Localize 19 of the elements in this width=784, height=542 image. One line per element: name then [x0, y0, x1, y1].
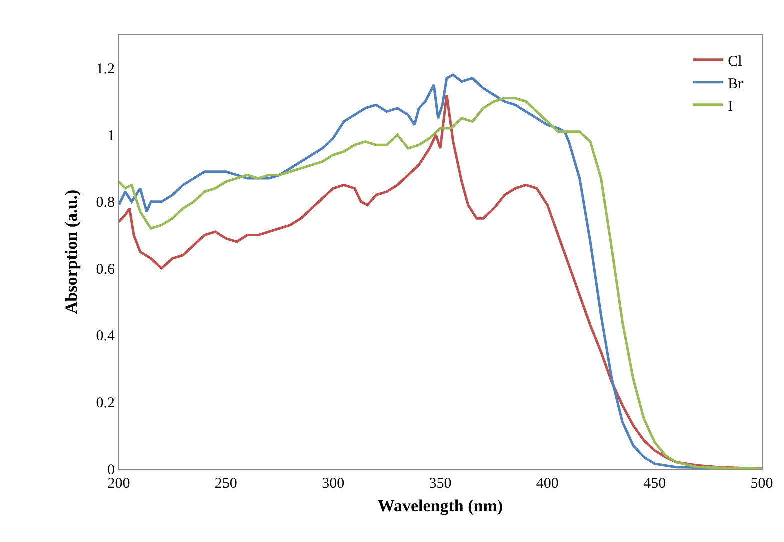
x-axis-title: Wavelength (nm)	[378, 496, 504, 516]
y-tick-label: 0	[108, 462, 115, 478]
y-tick-label: 0.2	[96, 395, 115, 412]
x-tick-label: 250	[214, 476, 238, 492]
legend-label: Br	[728, 76, 744, 92]
x-tick-label: 450	[644, 476, 666, 492]
y-axis-title: Absorption (a.u.)	[62, 190, 81, 314]
legend-label: I	[728, 98, 734, 115]
y-tick-label: 0.6	[96, 262, 116, 278]
y-tick-label: 0.4	[96, 328, 116, 345]
x-tick-label: 350	[429, 476, 452, 492]
x-tick-label: 500	[750, 476, 774, 492]
legend-label: Cl	[728, 54, 742, 70]
x-tick-label: 300	[322, 476, 345, 492]
y-tick-label: 1	[108, 128, 115, 144]
x-tick-label: 200	[108, 476, 130, 492]
y-tick-label: 1.2	[96, 62, 115, 78]
y-tick-label: 0.8	[96, 195, 115, 212]
x-tick-label: 400	[536, 476, 559, 492]
